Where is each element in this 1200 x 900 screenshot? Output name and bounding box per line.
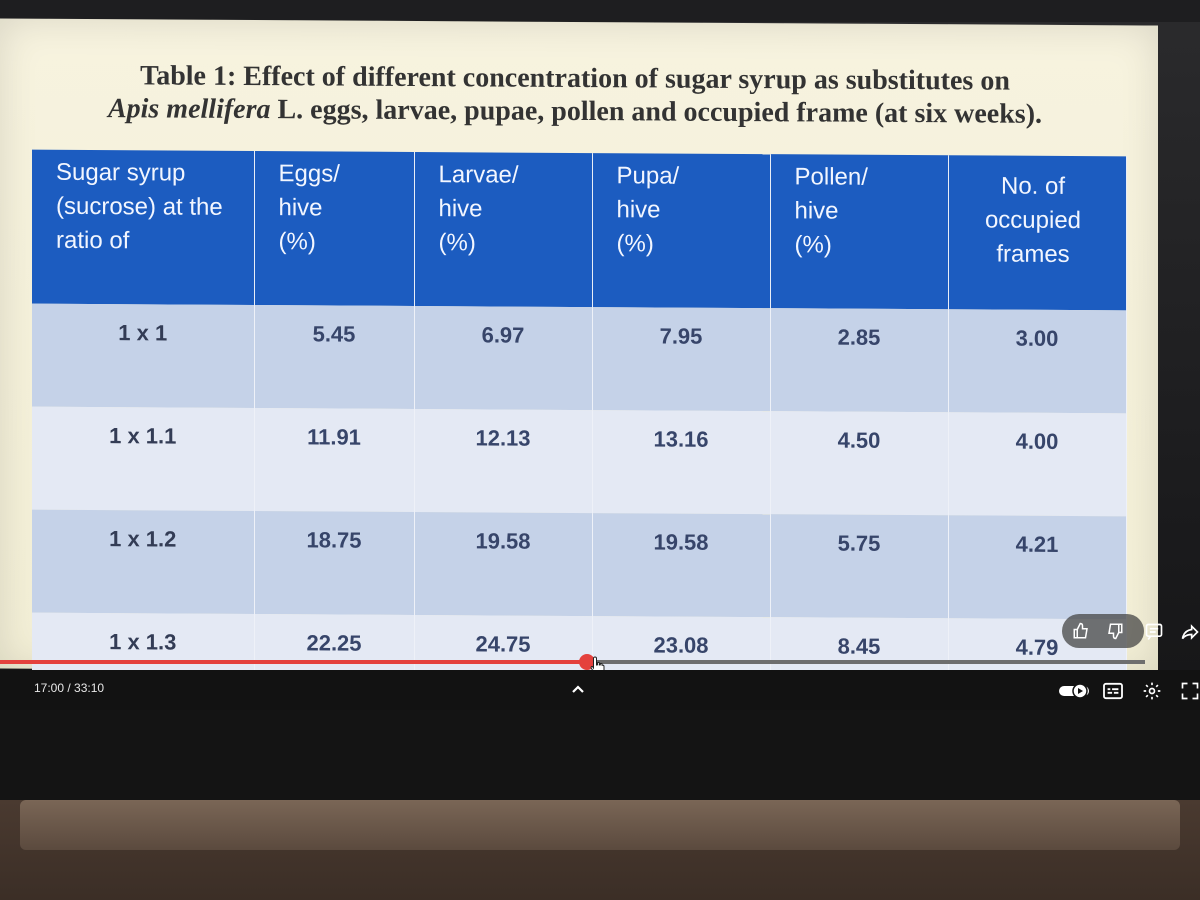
header-pollen: Pollen/hive (%) — [770, 154, 948, 310]
header-ratio: Sugar syrup (sucrose) at the ratio of — [32, 149, 254, 306]
player-controls — [0, 670, 1200, 710]
thumbs-up-icon[interactable] — [1072, 622, 1090, 640]
title-species: Apis mellifera — [107, 93, 271, 126]
cell-pollen: 5.75 — [770, 514, 948, 619]
browser-top-bar — [0, 0, 1200, 22]
laptop-deck-edge — [20, 800, 1180, 850]
progress-scrubber[interactable] — [579, 654, 595, 670]
title-line-2: Apis mellifera L. eggs, larvae, pupae, p… — [60, 92, 1090, 131]
cell-pollen: 2.85 — [770, 308, 948, 413]
share-icon[interactable] — [1180, 622, 1200, 642]
chevron-up-icon[interactable] — [570, 682, 586, 696]
cell-eggs: 11.91 — [254, 408, 414, 512]
cell-ratio: 1 x 1.1 — [32, 406, 254, 512]
comment-icon[interactable] — [1144, 622, 1164, 642]
cell-eggs: 5.45 — [254, 305, 414, 409]
reaction-pill — [1062, 614, 1144, 648]
table-row: 1 x 1.1 11.91 12.13 13.16 4.50 4.00 — [32, 406, 1126, 517]
header-larvae: Larvae/hive (%) — [414, 151, 592, 308]
cell-ratio: 1 x 1.2 — [32, 509, 254, 615]
header-eggs: Eggs/hive (%) — [254, 151, 414, 306]
progress-played — [0, 660, 587, 664]
timecode: 17:00 / 33:10 — [34, 681, 105, 695]
cell-frames: 4.00 — [948, 412, 1126, 517]
thumbs-down-icon[interactable] — [1106, 622, 1124, 640]
header-row: Sugar syrup (sucrose) at the ratio of Eggs… — [32, 149, 1126, 311]
video-slide: Table 1: Effect of different concentrati… — [0, 18, 1158, 723]
settings-gear-icon[interactable] — [1142, 681, 1162, 701]
cell-frames: 4.21 — [948, 515, 1126, 620]
cell-larvae: 12.13 — [414, 408, 592, 514]
cell-pupa: 19.58 — [592, 513, 770, 618]
title-line-2-rest: L. eggs, larvae, pupae, pollen and occup… — [270, 94, 1043, 130]
cell-larvae: 19.58 — [414, 511, 592, 617]
autoplay-toggle-icon[interactable] — [1058, 683, 1090, 699]
cell-pollen: 4.50 — [770, 411, 948, 516]
laptop-bezel — [0, 710, 1200, 800]
cell-eggs: 18.75 — [254, 511, 414, 615]
table-row: 1 x 1.2 18.75 19.58 19.58 5.75 4.21 — [32, 509, 1126, 620]
cell-pupa: 13.16 — [592, 410, 770, 515]
table-row: 1 x 1 5.45 6.97 7.95 2.85 3.00 — [32, 303, 1126, 414]
cell-ratio: 1 x 1 — [32, 303, 254, 409]
captions-icon[interactable] — [1102, 682, 1124, 700]
cell-pupa: 7.95 — [592, 307, 770, 412]
header-pupa: Pupa/hive (%) — [592, 153, 770, 309]
table-title: Table 1: Effect of different concentrati… — [60, 59, 1090, 131]
header-frames: No. of occupied frames — [948, 155, 1126, 311]
cell-larvae: 6.97 — [414, 305, 592, 411]
fullscreen-icon[interactable] — [1180, 681, 1200, 701]
laptop-keyboard-deck — [0, 800, 1200, 900]
cell-frames: 3.00 — [948, 309, 1126, 414]
results-table: Sugar syrup (sucrose) at the ratio of Eggs… — [32, 149, 1127, 723]
